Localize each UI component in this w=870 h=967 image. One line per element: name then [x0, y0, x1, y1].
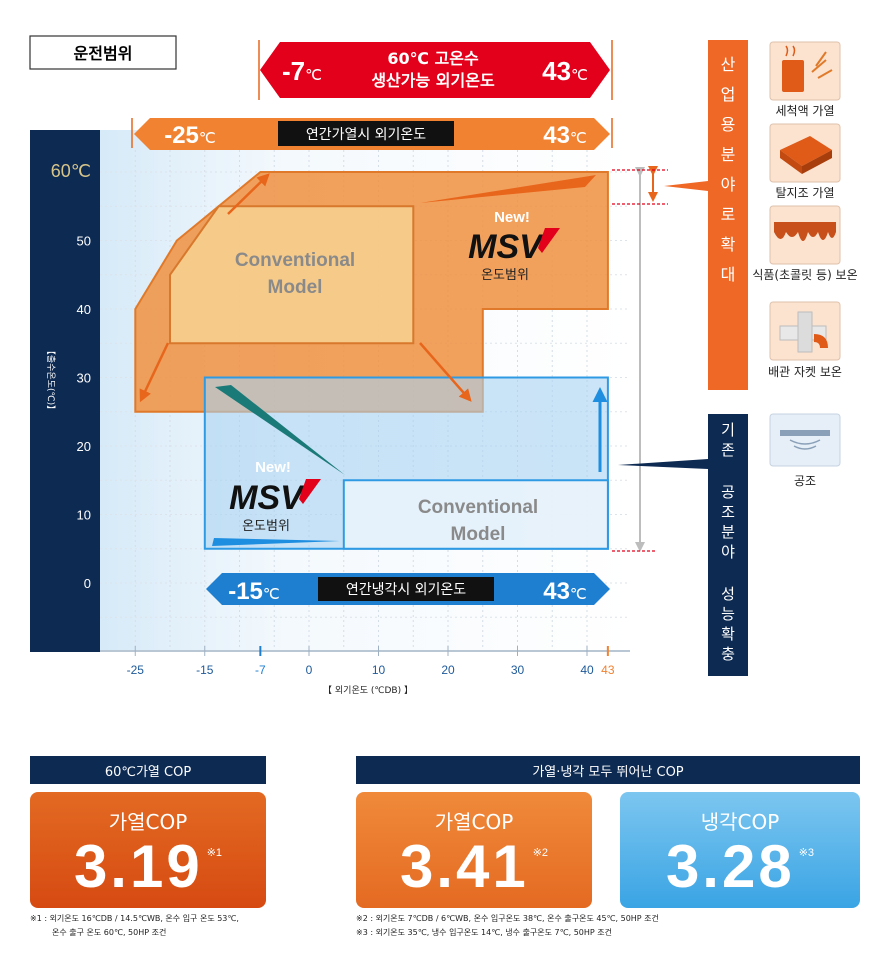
- industrial-banner: [708, 40, 748, 390]
- y-tick-label: 30: [77, 371, 91, 386]
- cop-right-header: 가열·냉각 모두 뛰어난 COP: [356, 756, 860, 784]
- x-tick-labels: -25 -15 -7 0 10 20 30 40 43: [127, 646, 615, 677]
- cop-box-heating: 가열COP 3.41 ※2: [356, 792, 592, 908]
- x-tick-label: 30: [511, 663, 525, 677]
- annual-cooling-label: 연간냉각시 외기온도: [346, 582, 466, 598]
- y-tick-label: 20: [77, 439, 91, 454]
- hot-water-title-1: 60℃ 고온수: [387, 49, 479, 68]
- annual-heating-label: 연간가열시 외기온도: [306, 127, 426, 143]
- conventional-cooling-label-2: Model: [451, 524, 506, 545]
- msv-logo-cooling: MSV: [229, 479, 306, 517]
- msv-logo-heating: MSV: [468, 228, 545, 266]
- cop-box-cooling: 냉각COP 3.28 ※3: [620, 792, 860, 908]
- cop-label-1: 가열COP: [108, 810, 188, 834]
- annual-cooling-min: -15℃: [228, 578, 280, 605]
- x-tick-label: 20: [441, 663, 455, 677]
- y-tick-label: 10: [77, 508, 91, 523]
- new-badge-cooling: New!: [255, 459, 291, 476]
- title-box: [29, 35, 177, 70]
- x-axis-label: 【 외기온도 (℃DB) 】: [323, 684, 413, 696]
- x-tick-label: 0: [306, 663, 313, 677]
- annual-heating-banner: 연간가열시 외기온도 -25℃ 43℃: [131, 118, 613, 150]
- x-tick-label: 10: [372, 663, 386, 677]
- new-badge-heating: New!: [494, 209, 530, 226]
- cop-value-1: 3.19 ※1: [73, 833, 223, 900]
- cop-left-header: 60℃가열 COP: [30, 756, 266, 784]
- ceiling-cassette-icon: [769, 413, 841, 467]
- page-title: 운전범위: [74, 44, 133, 63]
- y-axis-band: [30, 130, 100, 652]
- x-tick-label: 43: [601, 663, 615, 677]
- hvac-banner: [708, 414, 748, 676]
- msv-range-heating: 온도범위: [481, 268, 529, 283]
- hot-water-title-2: 생산가능 외기온도: [371, 71, 495, 90]
- hot-water-range-banner: -7℃ 43℃ 60℃ 고온수 생산가능 외기온도: [258, 40, 613, 100]
- annual-cooling-max: 43℃: [543, 578, 587, 605]
- hot-water-max: 43℃: [542, 56, 588, 86]
- industrial-item-1: 세척액 가열: [775, 104, 834, 118]
- cop-value-2: 3.41 ※2: [399, 833, 549, 900]
- conventional-heating-label-2: Model: [268, 277, 323, 298]
- cop-value-3: 3.28 ※3: [665, 833, 815, 900]
- conventional-cooling-label-1: Conventional: [418, 497, 538, 518]
- cop-label-3: 냉각COP: [700, 810, 780, 834]
- y-tick-label: 0: [84, 576, 91, 591]
- annual-cooling-banner: 연간냉각시 외기온도 -15℃ 43℃: [206, 573, 610, 605]
- conventional-heating-area: [169, 205, 415, 345]
- hot-water-min: -7℃: [282, 56, 322, 86]
- cop-note-2: ※2 : 외기온도 7℃DB / 6℃WB, 온수 입구온도 38℃, 온수 출…: [356, 914, 659, 923]
- x-tick-label: -25: [127, 663, 145, 677]
- y-tick-label: 60℃: [51, 161, 91, 181]
- water-heating-icon: [769, 41, 841, 101]
- x-tick-label: -15: [196, 663, 214, 677]
- hvac-item-1: 공조: [794, 474, 816, 488]
- industrial-item-2: 탈지조 가열: [775, 186, 834, 200]
- cop-box-heating-60: 가열COP 3.19 ※1: [30, 792, 266, 908]
- msv-logo-mark-heating: [538, 228, 560, 253]
- x-tick-label: -7: [255, 663, 266, 677]
- expansion-arrows: [139, 166, 708, 552]
- msv-range-cooling: 온도범위: [242, 519, 290, 534]
- annual-heating-min: -25℃: [164, 122, 216, 149]
- cop-note-3: ※3 : 외기온도 35℃, 냉수 입구온도 14℃, 냉수 출구온도 7℃, …: [356, 928, 612, 937]
- pipe-jacket-icon: [769, 301, 841, 361]
- y-axis-label: 【출수온도(℃)】: [45, 346, 56, 414]
- degreasing-tank-icon: [769, 123, 841, 183]
- msv-logo-mark-cooling: [299, 479, 321, 504]
- y-tick-label: 40: [77, 302, 91, 317]
- conventional-heating-label-1: Conventional: [235, 250, 355, 271]
- industrial-item-4: 배관 자켓 보온: [768, 365, 842, 379]
- cop-label-2: 가열COP: [434, 810, 514, 834]
- operating-range-diagram: 운전범위 Conventional Model New! MSV 온도범위 Ne…: [29, 35, 858, 696]
- annual-heating-max: 43℃: [543, 122, 587, 149]
- y-tick-labels: 0 10 20 30 40 50 60℃: [51, 161, 91, 591]
- industrial-item-3: 식품(초콜릿 등) 보온: [752, 268, 857, 282]
- conventional-cooling-area: [342, 479, 609, 550]
- chocolate-icon: [769, 205, 841, 265]
- x-tick-label: 40: [580, 663, 594, 677]
- y-tick-label: 50: [77, 234, 91, 249]
- cop-note-1: ※1 : 외기온도 16℃DB / 14.5℃WB, 온수 입구 온도 53℃,…: [30, 914, 239, 937]
